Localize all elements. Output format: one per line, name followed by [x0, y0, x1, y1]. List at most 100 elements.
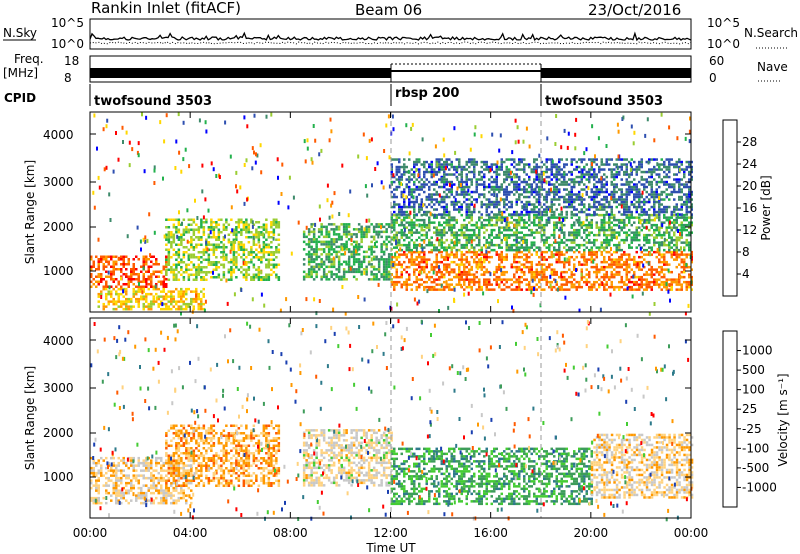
- heatmap-cell: [347, 233, 351, 236]
- heatmap-cell: [453, 233, 456, 237]
- heatmap-cell: [658, 205, 661, 209]
- heatmap-cell: [395, 236, 398, 239]
- heatmap-cell: [553, 198, 556, 201]
- heatmap-cell: [463, 165, 466, 169]
- heatmap-cell: [578, 170, 581, 174]
- heatmap-cell: [150, 255, 153, 258]
- heatmap-cell: [372, 250, 376, 254]
- heatmap-cell: [623, 208, 626, 211]
- heatmap-cell: [585, 246, 588, 249]
- heatmap-cell: [177, 243, 181, 246]
- heatmap-cell: [538, 223, 541, 227]
- heatmap-cell: [660, 260, 663, 264]
- heatmap-cell: [593, 195, 596, 199]
- heatmap-cell: [525, 180, 528, 184]
- heatmap-cell: [590, 221, 593, 224]
- heatmap-cell: [620, 198, 623, 201]
- heatmap-cell: [595, 158, 598, 161]
- heatmap-cell: [605, 238, 608, 242]
- heatmap-cell: [645, 178, 648, 181]
- heatmap-cell: [142, 255, 145, 258]
- heatmap-cell: [408, 260, 411, 264]
- heatmap-cell: [382, 278, 386, 281]
- heatmap-cell: [565, 173, 568, 176]
- heatmap-cell: [535, 190, 538, 194]
- heatmap-cell: [408, 178, 411, 181]
- heatmap-cell: [605, 243, 608, 247]
- heatmap-cell: [675, 173, 678, 176]
- heatmap-cell: [322, 275, 326, 279]
- heatmap-cell: [245, 221, 248, 224]
- heatmap-cell: [317, 268, 321, 271]
- heatmap-cell: [390, 175, 393, 179]
- heatmap-cell: [463, 218, 466, 222]
- heatmap-cell: [518, 216, 521, 219]
- heatmap-cell: [430, 243, 433, 247]
- heatmap-cell: [678, 278, 681, 281]
- heatmap-cell: [112, 278, 115, 281]
- heatmap-cell: [603, 275, 606, 279]
- heatmap-cell: [420, 188, 423, 191]
- heatmap-cell: [540, 275, 543, 279]
- heatmap-cell: [665, 288, 668, 291]
- heatmap-cell: [508, 233, 511, 237]
- heatmap-cell: [170, 256, 173, 259]
- heatmap-cell: [663, 208, 666, 211]
- heatmap-cell: [568, 190, 571, 194]
- heatmap-cell: [658, 165, 661, 169]
- heatmap-cell: [310, 268, 313, 271]
- heatmap-cell: [220, 246, 223, 249]
- heatmap-cell: [375, 268, 378, 271]
- heatmap-cell: [555, 221, 558, 224]
- heatmap-cell: [520, 246, 523, 249]
- heatmap-cell: [540, 263, 543, 266]
- heatmap-cell: [478, 236, 481, 239]
- heatmap-cell: [438, 203, 441, 206]
- heatmap-cell: [670, 255, 673, 259]
- heatmap-cell: [583, 205, 586, 209]
- heatmap-cell: [122, 260, 125, 263]
- heatmap-cell: [453, 243, 456, 247]
- heatmap-cell: [352, 250, 356, 254]
- heatmap-cell: [548, 158, 551, 161]
- heatmap-cell: [150, 292, 153, 296]
- heatmap-cell: [540, 278, 543, 281]
- heatmap-cell: [665, 228, 668, 232]
- heatmap-cell: [563, 270, 566, 274]
- heatmap-cell: [307, 240, 311, 244]
- heatmap-cell: [543, 223, 546, 227]
- heatmap-cell: [302, 278, 306, 281]
- heatmap-cell: [648, 283, 651, 286]
- heatmap-cell: [555, 288, 558, 291]
- heatmap-cell: [332, 248, 336, 251]
- heatmap-cell: [673, 205, 676, 209]
- heatmap-cell: [445, 210, 448, 214]
- heatmap-cell: [415, 223, 418, 227]
- heatmap-cell: [590, 253, 593, 256]
- heatmap-cell: [480, 253, 483, 256]
- heatmap-cell: [240, 256, 243, 259]
- heatmap-cell: [620, 158, 623, 161]
- heatmap-cell: [620, 183, 623, 186]
- heatmap-cell: [583, 248, 586, 252]
- heatmap-cell: [335, 240, 338, 244]
- heatmap-cell: [393, 238, 396, 242]
- heatmap-cell: [573, 158, 576, 161]
- heatmap-cell: [593, 285, 596, 289]
- heatmap-cell: [147, 302, 150, 306]
- heatmap-cell: [568, 178, 571, 181]
- heatmap-cell: [498, 218, 501, 222]
- heatmap-cell: [430, 221, 433, 224]
- heatmap-cell: [533, 248, 536, 252]
- heatmap-cell: [438, 185, 441, 189]
- heatmap-cell: [202, 248, 206, 251]
- heatmap-cell: [683, 263, 686, 266]
- heatmap-cell: [530, 253, 533, 256]
- heatmap-cell: [480, 223, 483, 227]
- heatmap-cell: [548, 180, 551, 184]
- heatmap-cell: [182, 246, 186, 249]
- heatmap-cell: [683, 248, 686, 252]
- heatmap-cell: [465, 260, 468, 264]
- heatmap-cell: [525, 243, 528, 247]
- heatmap-cell: [625, 278, 628, 281]
